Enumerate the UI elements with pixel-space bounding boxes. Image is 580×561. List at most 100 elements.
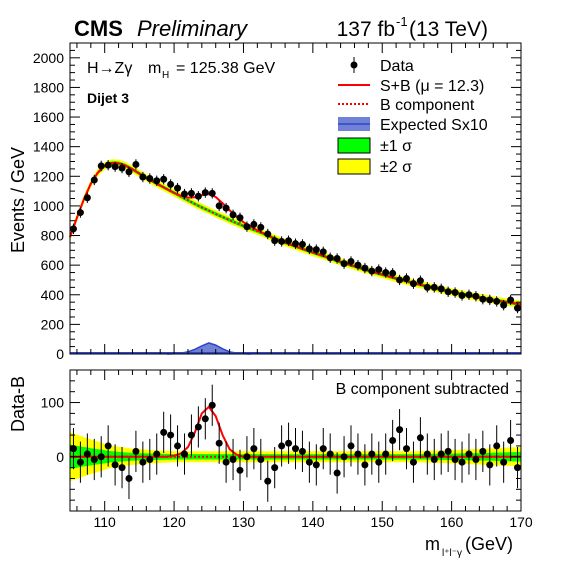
data-point-marker	[333, 254, 341, 262]
ratio-point-marker	[409, 458, 417, 466]
data-point-marker	[229, 211, 237, 219]
ratio-point-marker	[160, 428, 168, 436]
data-point	[472, 291, 480, 302]
data-point	[389, 268, 397, 279]
data-point-marker	[194, 192, 202, 200]
ratio-point-marker	[396, 426, 404, 434]
ratio-data-point	[437, 433, 445, 475]
data-point-marker	[292, 240, 299, 248]
ratio-data-point	[153, 433, 161, 475]
data-point	[375, 264, 383, 275]
y-tick-label: 1800	[33, 79, 64, 95]
ratio-point-marker	[305, 458, 313, 466]
ratio-data-point	[187, 414, 195, 456]
data-point	[229, 209, 237, 220]
ratio-point-marker	[500, 458, 508, 466]
data-point-marker	[264, 230, 272, 238]
lumi-energy: (13 TeV)	[409, 18, 488, 41]
data-point-marker	[340, 260, 348, 268]
ratio-y-tick-label: 100	[41, 395, 65, 411]
data-point	[305, 243, 313, 255]
x-tick-label: 110	[94, 514, 117, 530]
ratio-point-marker	[333, 469, 341, 477]
ratio-point-marker	[368, 450, 376, 458]
data-point	[208, 188, 216, 199]
ratio-data-point	[298, 430, 306, 472]
data-point-marker	[430, 283, 438, 291]
ratio-data-point	[104, 425, 112, 467]
data-point	[215, 200, 223, 212]
data-point	[465, 289, 473, 300]
ratio-point-marker	[264, 477, 272, 485]
ratio-data-point	[361, 444, 369, 486]
legend-data-label: Data	[380, 58, 414, 75]
main-plot-panel: 0 200 400 600 800 1000 1200 1400 1600 1800 2000	[33, 42, 522, 362]
ratio-point-marker	[278, 442, 286, 450]
data-point	[243, 221, 251, 232]
ratio-y-tick-label: 0	[56, 449, 64, 465]
ratio-point-marker	[382, 450, 390, 458]
data-point	[201, 187, 209, 198]
data-point	[222, 202, 230, 214]
ratio-point-marker	[250, 445, 258, 453]
ratio-data-point	[250, 428, 258, 470]
ratio-point-marker	[180, 450, 188, 458]
data-point	[298, 239, 306, 250]
ratio-point-marker	[326, 450, 334, 458]
ratio-data-point	[264, 460, 272, 502]
sb-fit-line	[69, 161, 522, 306]
y-tick-label: 1200	[33, 168, 64, 184]
two-sigma-band-area	[70, 159, 521, 309]
ratio-point-marker	[174, 442, 182, 450]
ratio-point-marker	[375, 458, 383, 466]
data-point	[507, 294, 515, 306]
ratio-data-point	[229, 438, 237, 481]
legend-b: B component	[338, 97, 475, 114]
data-point-marker	[305, 245, 313, 253]
ratio-data-point	[340, 436, 348, 478]
data-point-marker	[167, 180, 175, 188]
data-point-marker	[97, 162, 105, 170]
lumi-value: 137 fb	[337, 18, 395, 41]
ratio-fit-line	[70, 405, 521, 458]
data-point-marker	[215, 202, 223, 210]
ratio-data-point	[451, 438, 459, 481]
data-point	[146, 173, 154, 184]
ratio-point-marker	[347, 442, 355, 450]
data-point-marker	[208, 189, 216, 197]
data-point-marker	[160, 175, 168, 183]
data-point	[180, 188, 188, 200]
data-point	[264, 228, 272, 240]
ratio-point-marker	[132, 447, 140, 455]
ratio-point-marker	[354, 450, 362, 458]
data-point-marker	[493, 297, 501, 305]
ratio-data-point	[312, 444, 320, 486]
y-tick-label: 800	[41, 228, 65, 244]
ratio-point-marker	[208, 401, 216, 409]
data-point-marker	[132, 160, 140, 168]
ratio-data-point	[215, 422, 223, 464]
data-point	[160, 174, 168, 185]
ratio-data-point	[90, 438, 98, 481]
data-point-marker	[319, 248, 327, 256]
data-point-marker	[389, 269, 397, 277]
data-point-marker	[354, 261, 362, 269]
ratio-point-marker	[104, 442, 112, 450]
ratio-note: B component subtracted	[336, 381, 509, 398]
ratio-point-marker	[437, 450, 445, 458]
ratio-data-point	[208, 384, 216, 426]
ratio-point-marker	[167, 431, 175, 439]
data-point-marker	[382, 269, 390, 277]
main-plot-axes: 0 200 400 600 800 1000 1200 1400 1600 1800 2000	[33, 42, 522, 362]
ratio-y-axis-label: Data-B	[8, 376, 28, 432]
ratio-point-marker	[83, 450, 91, 458]
ratio-point-marker	[298, 447, 306, 455]
legend-signal-label: Expected Sx10	[380, 117, 488, 134]
data-point	[285, 235, 293, 246]
category-label: Dijet 3	[87, 90, 129, 106]
ratio-data-point	[472, 438, 480, 481]
data-point-marker	[472, 292, 480, 300]
cms-label: CMS	[74, 16, 123, 41]
data-point	[500, 299, 508, 311]
data-point	[361, 262, 369, 274]
